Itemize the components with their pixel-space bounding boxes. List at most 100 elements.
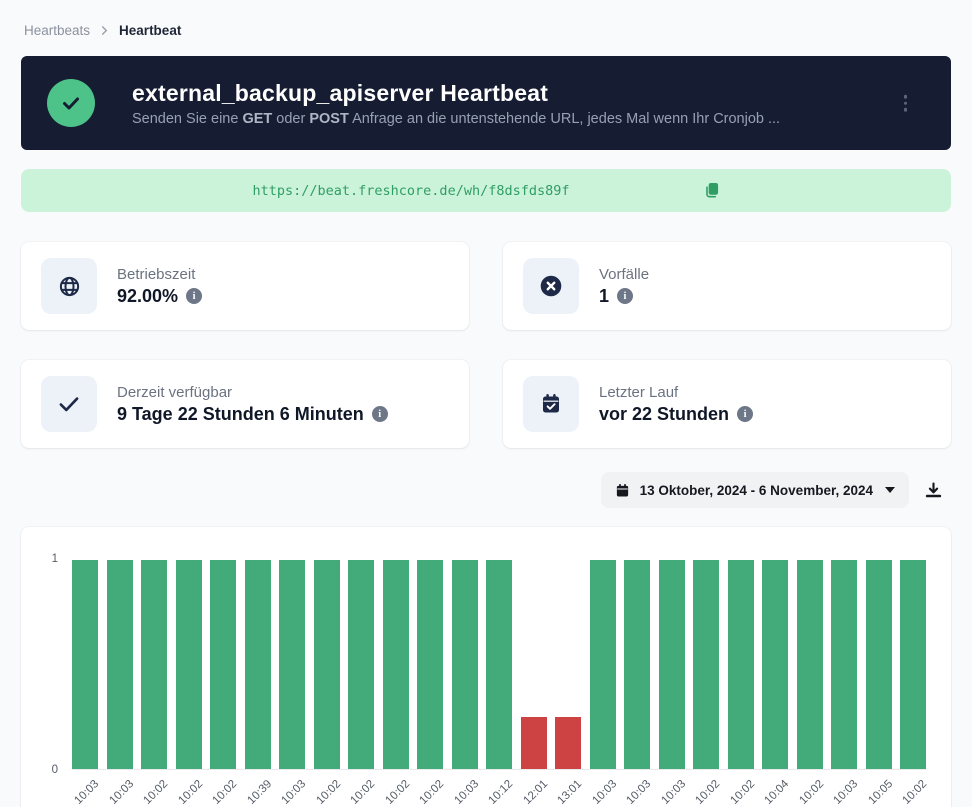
stat-value: vor 22 Stunden bbox=[599, 403, 730, 424]
breadcrumb-chevron-icon bbox=[100, 26, 109, 35]
uptime-bar-up[interactable] bbox=[900, 560, 926, 769]
uptime-bar-up[interactable] bbox=[658, 560, 685, 769]
subtitle-text: Senden Sie eine bbox=[132, 110, 243, 127]
x-axis-label: 10:02 bbox=[693, 778, 723, 807]
bar-slot: 10:12 bbox=[486, 560, 515, 807]
x-axis-label: 10:02 bbox=[176, 778, 205, 807]
uptime-chart: 1 0 10:03 10:03 10:02 10:02 10:02 10:39 10:03 1… bbox=[52, 553, 930, 807]
info-icon[interactable]: i bbox=[737, 406, 754, 422]
x-axis-label: 10:02 bbox=[141, 778, 171, 807]
uptime-bar-up[interactable] bbox=[348, 560, 374, 769]
uptime-bar-up[interactable] bbox=[831, 560, 857, 769]
status-ok-check-icon bbox=[47, 79, 95, 127]
info-icon[interactable]: i bbox=[186, 288, 203, 304]
x-axis-label: 10:39 bbox=[245, 778, 274, 807]
stat-value: 1 bbox=[599, 285, 610, 306]
date-range-picker[interactable]: 13 Oktober, 2024 - 6 November, 2024 bbox=[600, 472, 909, 508]
y-axis-tick: 0 bbox=[51, 764, 58, 776]
bar-slot: 10:03 bbox=[624, 560, 653, 807]
uptime-bar-up[interactable] bbox=[624, 560, 650, 769]
x-axis-label: 10:02 bbox=[417, 778, 447, 807]
bar-slot: 10:04 bbox=[762, 560, 791, 807]
uptime-bar-up[interactable] bbox=[451, 560, 478, 769]
x-axis-label: 10:03 bbox=[659, 778, 688, 807]
uptime-bar-down[interactable] bbox=[555, 716, 581, 769]
stat-card-uptime: Betriebszeit 92.00% i bbox=[21, 242, 469, 330]
uptime-bar-down[interactable] bbox=[520, 716, 547, 769]
x-circle-icon bbox=[523, 258, 579, 314]
stat-label: Derzeit verfügbar bbox=[117, 383, 233, 401]
bar-slot: 10:02 bbox=[900, 560, 929, 807]
x-axis-label: 10:03 bbox=[279, 778, 309, 807]
uptime-bar-up[interactable] bbox=[796, 560, 823, 769]
x-axis-label: 10:02 bbox=[314, 778, 343, 807]
download-button[interactable] bbox=[915, 472, 951, 508]
uptime-bar-up[interactable] bbox=[727, 560, 754, 769]
x-axis-label: 12:01 bbox=[521, 778, 550, 807]
stat-label: Letzter Lauf bbox=[599, 383, 679, 401]
breadcrumb-current: Heartbeat bbox=[119, 23, 182, 38]
bar-slot: 10:05 bbox=[865, 560, 895, 807]
page-subtitle: Senden Sie eine GET oder POST Anfrage an… bbox=[132, 111, 780, 127]
chart-toolbar: 13 Oktober, 2024 - 6 November, 2024 bbox=[21, 472, 951, 508]
x-axis-label: 10:03 bbox=[590, 778, 619, 807]
uptime-bar-up[interactable] bbox=[210, 560, 236, 769]
uptime-bar-up[interactable] bbox=[141, 560, 167, 769]
info-icon[interactable]: i bbox=[617, 288, 634, 304]
uptime-bar-up[interactable] bbox=[244, 560, 271, 769]
uptime-bar-up[interactable] bbox=[106, 560, 133, 769]
header-text: external_backup_apiserver Heartbeat Send… bbox=[132, 80, 780, 127]
bar-slot: 10:02 bbox=[313, 560, 343, 807]
bar-slot: 10:03 bbox=[72, 560, 101, 807]
x-axis-label: 10:03 bbox=[452, 778, 481, 807]
info-icon[interactable]: i bbox=[371, 406, 388, 422]
stat-label: Betriebszeit bbox=[117, 265, 196, 283]
bar-slot: 10:03 bbox=[831, 560, 860, 807]
uptime-chart-card: 1 0 10:03 10:03 10:02 10:02 10:02 10:39 10:03 1… bbox=[21, 527, 951, 807]
uptime-bar-up[interactable] bbox=[175, 560, 202, 769]
uptime-bar-up[interactable] bbox=[417, 560, 443, 769]
bar-slot: 10:03 bbox=[279, 560, 308, 807]
stat-label: Vorfälle bbox=[599, 265, 650, 283]
bar-slot: 10:02 bbox=[175, 560, 205, 807]
x-axis-label: 10:02 bbox=[348, 778, 378, 807]
more-options-button[interactable] bbox=[898, 89, 914, 118]
stat-card-last-run: Letzter Lauf vor 22 Stunden i bbox=[503, 360, 951, 448]
x-axis-label: 10:03 bbox=[831, 778, 861, 807]
bar-slot: 10:02 bbox=[796, 560, 826, 807]
heartbeat-header-card: external_backup_apiserver Heartbeat Send… bbox=[21, 56, 951, 150]
download-icon bbox=[925, 482, 941, 497]
uptime-bar-up[interactable] bbox=[589, 560, 616, 769]
x-axis-label: 10:02 bbox=[900, 778, 930, 807]
bar-slot: 10:02 bbox=[727, 560, 757, 807]
uptime-bar-up[interactable] bbox=[865, 560, 892, 769]
stat-card-currently-up: Derzeit verfügbar 9 Tage 22 Stunden 6 Mi… bbox=[21, 360, 469, 448]
bar-slot: 12:01 bbox=[520, 560, 550, 807]
stat-text: Betriebszeit 92.00% i bbox=[117, 265, 203, 307]
bar-slot: 10:02 bbox=[141, 560, 170, 807]
stat-value: 9 Tage 22 Stunden 6 Minuten bbox=[117, 403, 364, 424]
uptime-bar-up[interactable] bbox=[313, 560, 340, 769]
uptime-bar-up[interactable] bbox=[693, 560, 719, 769]
x-axis-label: 10:03 bbox=[107, 778, 136, 807]
globe-icon bbox=[41, 258, 97, 314]
uptime-bar-up[interactable] bbox=[486, 560, 512, 769]
breadcrumb-parent-link[interactable]: Heartbeats bbox=[24, 23, 91, 38]
x-axis-label: 10:02 bbox=[383, 778, 412, 807]
kebab-icon bbox=[903, 101, 907, 105]
uptime-bar-up[interactable] bbox=[72, 560, 98, 769]
copy-icon bbox=[706, 183, 719, 198]
bar-slot: 10:03 bbox=[106, 560, 136, 807]
subtitle-get: GET bbox=[242, 110, 273, 127]
x-axis-label: 10:02 bbox=[210, 778, 240, 807]
uptime-bar-up[interactable] bbox=[279, 560, 305, 769]
copy-url-button[interactable] bbox=[704, 182, 719, 199]
bar-slot: 10:03 bbox=[451, 560, 481, 807]
breadcrumb: Heartbeats Heartbeat bbox=[21, 0, 951, 38]
uptime-bar-up[interactable] bbox=[382, 560, 409, 769]
webhook-url: https://beat.freshcore.de/wh/f8dsfds89f bbox=[252, 182, 570, 199]
x-axis-label: 13:01 bbox=[555, 778, 585, 807]
uptime-bar-up[interactable] bbox=[762, 560, 788, 769]
x-axis-label: 10:04 bbox=[762, 778, 792, 807]
x-axis-label: 10:03 bbox=[624, 778, 654, 807]
